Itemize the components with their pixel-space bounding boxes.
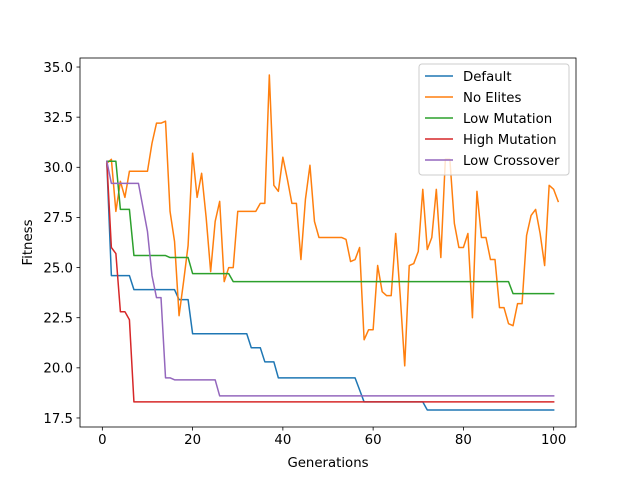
series-line-low-mutation bbox=[106, 160, 555, 295]
y-tick-label: 25.0 bbox=[43, 261, 73, 276]
legend-label: High Mutation bbox=[463, 133, 557, 148]
axes-frame bbox=[79, 57, 577, 428]
x-tick-label: 20 bbox=[184, 433, 201, 448]
legend-box bbox=[418, 63, 570, 176]
legend-label: No Elites bbox=[463, 91, 521, 106]
series-line-high-mutation bbox=[106, 160, 555, 403]
legend-label: Low Crossover bbox=[463, 154, 560, 169]
x-axis-label: Generations bbox=[287, 456, 368, 471]
x-tick-label: 80 bbox=[455, 433, 472, 448]
legend-label: Default bbox=[463, 70, 512, 85]
legend: Default No Elites Low Mutation High Mutatio… bbox=[418, 63, 570, 176]
legend-label: Low Mutation bbox=[463, 112, 552, 127]
x-tick-label: 60 bbox=[365, 433, 382, 448]
y-tick-label: 17.5 bbox=[43, 412, 73, 427]
x-tick-label: 100 bbox=[541, 433, 566, 448]
x-tick-label: 40 bbox=[274, 433, 291, 448]
series-line-no-elites bbox=[105, 74, 560, 367]
axes-layer: 0 20 40 60 80 100 17.5 20.0 22.5 25.0 27.5 30.0 32.5… bbox=[21, 57, 577, 471]
y-tick-label: 32.5 bbox=[43, 111, 73, 126]
y-tick-label: 22.5 bbox=[43, 312, 73, 327]
y-tick-label: 35.0 bbox=[43, 61, 73, 76]
series-line-low-crossover bbox=[105, 160, 555, 397]
y-axis-label: Fitness bbox=[21, 219, 36, 265]
y-tick-label: 30.0 bbox=[43, 161, 73, 176]
y-tick-label: 20.0 bbox=[43, 362, 73, 377]
series-layer bbox=[105, 74, 560, 411]
x-tick-label: 0 bbox=[98, 433, 106, 448]
y-tick-label: 27.5 bbox=[43, 211, 73, 226]
